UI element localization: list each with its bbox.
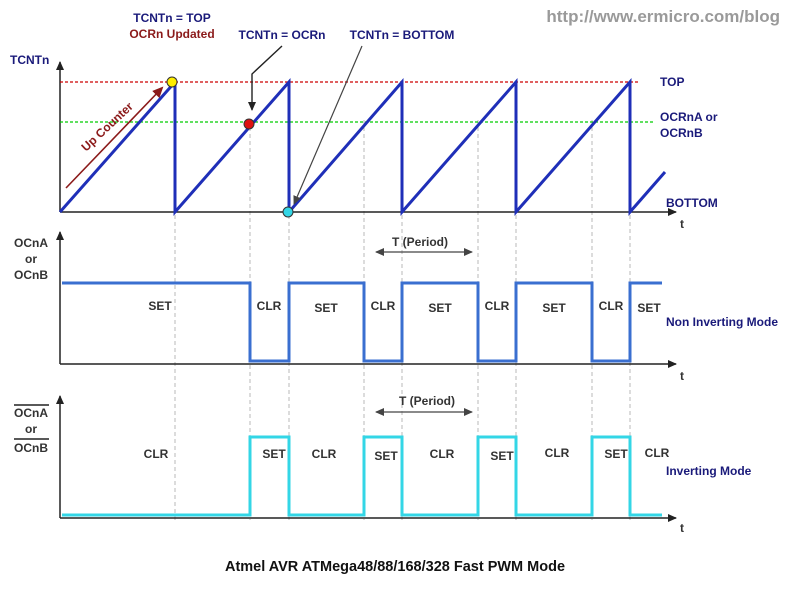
top-marker [166, 76, 178, 88]
inverting-mode-label: Inverting Mode [666, 464, 752, 478]
non-inverting-mode-label: Non Inverting Mode [666, 315, 778, 329]
non-inverting-segment-label: SET [148, 299, 172, 313]
bottom-marker [282, 206, 294, 218]
inverting-period-label: T (Period) [399, 394, 455, 408]
counter-y-axis-label: TCNTn [10, 53, 49, 67]
ocr-level-label-line1: OCRnA or [660, 110, 718, 124]
inverting-y-label-line2: or [25, 422, 37, 436]
non-inverting-y-label-line2: or [25, 252, 37, 266]
top-level-label: TOP [660, 75, 684, 89]
inverting-segment-label: CLR [430, 447, 455, 461]
non-inverting-segment-label: SET [542, 301, 566, 315]
inverting-segment-label: SET [490, 449, 514, 463]
inverting-segment-label: SET [374, 449, 398, 463]
inverting-waveform [62, 435, 662, 517]
non-inverting-segment-label: CLR [485, 299, 510, 313]
ocr-marker [243, 118, 255, 130]
non-inverting-x-axis-label: t [680, 369, 684, 383]
inverting-segment-label: SET [604, 447, 628, 461]
inverting-segment-label: CLR [645, 446, 670, 460]
inverting-panel: OCnA or OCnB t T (Period) CLR SET CLR SE… [14, 394, 752, 535]
non-inverting-y-label-line1: OCnA [14, 236, 48, 250]
bottom-level-label: BOTTOM [666, 196, 718, 210]
sawtooth-waveform [58, 77, 667, 217]
non-inverting-y-label-line3: OCnB [14, 268, 48, 282]
inverting-y-label-line1: OCnA [14, 406, 48, 420]
non-inverting-segment-label: CLR [371, 299, 396, 313]
annotation-ocr: TCNTn = OCRn [239, 28, 326, 42]
non-inverting-segment-label: CLR [599, 299, 624, 313]
non-inverting-segment-label: SET [314, 301, 338, 315]
non-inverting-segment-label: SET [637, 301, 661, 315]
non-inverting-segment-label: SET [428, 301, 452, 315]
inverting-segment-label: CLR [144, 447, 169, 461]
counter-x-axis-label: t [680, 217, 684, 231]
inverting-x-axis-label: t [680, 521, 684, 535]
annotation-top-line2: OCRn Updated [129, 27, 214, 41]
bottom-pointer-arrow [293, 45, 363, 205]
non-inverting-segment-label: CLR [257, 299, 282, 313]
annotation-top-line1: TCNTn = TOP [133, 11, 210, 25]
non-inverting-waveform [62, 281, 662, 363]
inverting-segment-label: SET [262, 447, 286, 461]
inverting-segment-label: CLR [312, 447, 337, 461]
ocr-pointer-arrow [248, 45, 283, 111]
annotation-bottom: TCNTn = BOTTOM [350, 28, 455, 42]
ocr-level-label-line2: OCRnB [660, 126, 703, 140]
non-inverting-period-label: T (Period) [392, 235, 448, 249]
non-inverting-panel: OCnA or OCnB t T (Period) SET CLR SET CL… [14, 231, 778, 383]
inverting-y-label-line3: OCnB [14, 441, 48, 455]
inverting-segment-label: CLR [545, 446, 570, 460]
watermark-url: http://www.ermicro.com/blog [546, 7, 780, 26]
diagram-caption: Atmel AVR ATMega48/88/168/328 Fast PWM M… [225, 559, 565, 575]
up-counter-arrow [65, 86, 164, 189]
